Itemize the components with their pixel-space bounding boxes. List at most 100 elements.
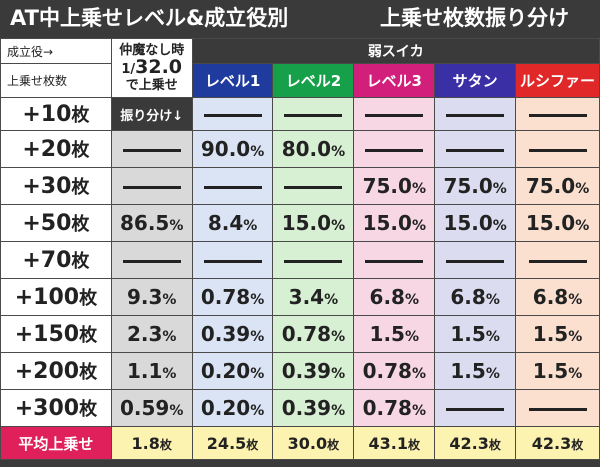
row-label: +200枚: [0, 352, 112, 390]
dash-mark: [122, 186, 181, 189]
row-label-unit: 枚: [71, 251, 90, 272]
table-row: +50枚 86.5% 8.4% 15.0% 15.0% 15.0% 15.0%: [0, 204, 600, 242]
average-unit: 枚: [488, 437, 501, 452]
value-number: 1.5: [369, 322, 405, 346]
percent-unit: %: [250, 403, 265, 419]
value-number: 0.20: [200, 396, 251, 420]
value-cell: 0.39%: [272, 389, 355, 427]
average-row: 平均上乗せ 1.8枚 24.5枚 30.0枚 43.1枚 42.3枚 42.3枚: [0, 426, 600, 460]
dash-mark: [284, 114, 343, 117]
average-value: 24.5: [206, 433, 247, 453]
average-cell: 1.8枚: [110, 426, 193, 460]
value-number: 75.0: [362, 174, 412, 198]
value-cell: 6.8%: [353, 278, 436, 316]
row-label-value: +30: [22, 174, 72, 199]
percent-unit: %: [250, 292, 265, 308]
percent-unit: %: [169, 218, 184, 234]
table-row: +300枚 0.59% 0.20% 0.39% 0.78%: [0, 389, 600, 427]
percent-unit: %: [575, 181, 590, 197]
percent-unit: %: [492, 181, 507, 197]
value-number: 90.0: [200, 137, 251, 161]
percent-unit: %: [568, 292, 583, 308]
value-number: 0.78: [200, 285, 251, 309]
percent-unit: %: [411, 181, 426, 197]
value-cell: [191, 167, 274, 205]
row-label-unit: 枚: [71, 140, 90, 161]
value-cell: 1.5%: [353, 315, 436, 353]
percent-unit: %: [162, 292, 177, 308]
value-cell: [515, 97, 600, 131]
dash-mark: [528, 149, 587, 152]
percent-unit: %: [331, 218, 346, 234]
value-cell: 15.0%: [353, 204, 436, 242]
value-number: 0.20: [200, 359, 251, 383]
value-number: 15.0: [443, 211, 493, 235]
value-cell: 1.5%: [434, 315, 517, 353]
percent-unit: %: [485, 366, 500, 382]
value-number: 3.4: [288, 285, 325, 309]
row-label: +30枚: [0, 167, 112, 205]
row-label: +150枚: [0, 315, 112, 353]
value-number: 0.78: [362, 396, 412, 420]
dash-mark: [446, 114, 505, 117]
value-cell: 0.59%: [110, 389, 193, 427]
row-label-unit: 枚: [79, 325, 98, 346]
row-label: +20枚: [0, 130, 112, 168]
row-label: +50枚: [0, 204, 112, 242]
level-header-4: サタン: [434, 63, 517, 98]
value-cell: 0.20%: [191, 389, 274, 427]
value-number: 0.78: [281, 322, 332, 346]
percent-unit: %: [411, 403, 426, 419]
value-cell: [110, 241, 193, 279]
average-cell: 30.0枚: [272, 426, 355, 460]
dash-mark: [446, 408, 505, 411]
value-cell: [353, 130, 436, 168]
value-cell: [110, 167, 193, 205]
value-cell: [434, 130, 517, 168]
percent-unit: %: [485, 329, 500, 345]
dash-mark: [528, 408, 587, 411]
row-label: +100枚: [0, 278, 112, 316]
value-number: 0.39: [281, 359, 332, 383]
value-number: 1.5: [532, 322, 569, 346]
percent-unit: %: [331, 144, 346, 160]
value-cell: 1.5%: [434, 352, 517, 390]
value-number: 80.0: [281, 137, 332, 161]
suika-header: 弱スイカ: [191, 38, 600, 64]
dash-mark: [446, 260, 505, 263]
value-cell: [515, 130, 600, 168]
value-cell: 1.1%: [110, 352, 193, 390]
furiwake-label: 振り分け↓: [110, 97, 193, 131]
value-cell: 1.5%: [515, 315, 600, 353]
value-number: 86.5: [120, 211, 170, 235]
row-label-value: +200: [14, 359, 80, 384]
dash-mark: [284, 186, 343, 189]
row-label-unit: 枚: [79, 362, 98, 383]
value-cell: 2.3%: [110, 315, 193, 353]
row-label-value: +100: [14, 285, 80, 310]
value-cell: [191, 97, 274, 131]
value-cell: 0.39%: [191, 315, 274, 353]
average-value: 1.8: [131, 433, 160, 453]
value-cell: 15.0%: [434, 204, 517, 242]
average-value: 43.1: [368, 433, 408, 453]
value-number: 2.3: [126, 322, 163, 346]
percent-unit: %: [568, 366, 583, 382]
value-cell: [353, 241, 436, 279]
average-value: 42.3: [449, 433, 489, 453]
table-row: +100枚 9.3% 0.78% 3.4% 6.8% 6.8% 6.8%: [0, 278, 600, 316]
percent-unit: %: [331, 403, 346, 419]
row-label-value: +10: [22, 102, 72, 127]
value-cell: [191, 241, 274, 279]
table-row: +10枚 振り分け↓: [0, 97, 600, 131]
value-cell: 0.78%: [353, 352, 436, 390]
percent-unit: %: [250, 144, 265, 160]
value-cell: [515, 241, 600, 279]
value-cell: 0.78%: [272, 315, 355, 353]
value-cell: [272, 97, 355, 131]
value-number: 0.39: [281, 396, 332, 420]
value-cell: 75.0%: [515, 167, 600, 205]
row-label-unit: 枚: [71, 214, 90, 235]
average-unit: 枚: [246, 437, 259, 452]
